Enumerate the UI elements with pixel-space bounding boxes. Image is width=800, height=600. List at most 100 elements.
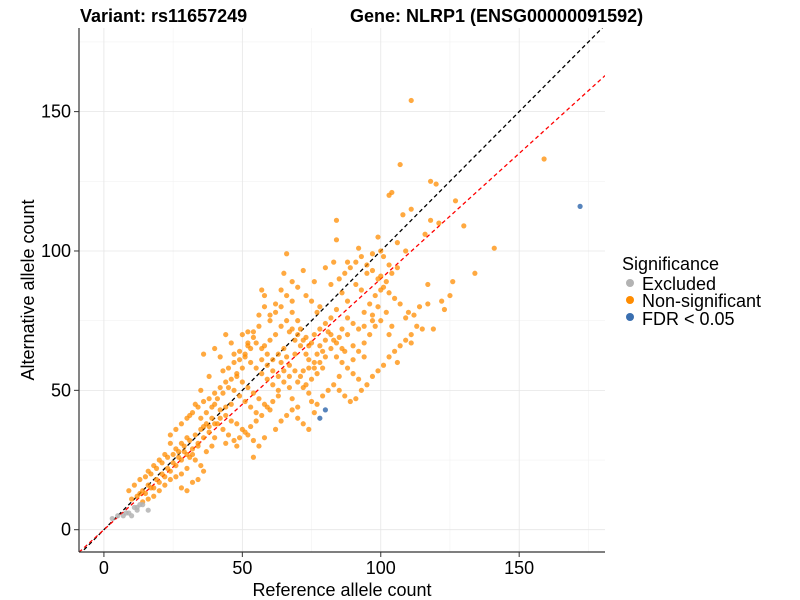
point-non-significant bbox=[392, 295, 398, 301]
point-non-significant bbox=[300, 267, 306, 274]
reference-line-fit bbox=[79, 75, 605, 552]
point-non-significant bbox=[256, 396, 262, 402]
point-non-significant bbox=[151, 493, 157, 499]
chart-title-gene: Gene: NLRP1 (ENSG00000091592) bbox=[350, 6, 643, 26]
point-non-significant bbox=[245, 384, 251, 391]
point-non-significant bbox=[314, 371, 320, 377]
point-non-significant bbox=[336, 373, 342, 380]
point-non-significant bbox=[295, 415, 301, 421]
point-non-significant bbox=[300, 368, 306, 374]
point-non-significant bbox=[137, 490, 143, 497]
point-non-significant bbox=[281, 368, 287, 374]
point-non-significant bbox=[347, 265, 353, 271]
point-non-significant bbox=[375, 276, 381, 282]
point-non-significant bbox=[378, 287, 384, 293]
point-non-significant bbox=[289, 298, 295, 304]
point-non-significant bbox=[256, 443, 262, 449]
point-non-significant bbox=[369, 312, 376, 318]
point-non-significant bbox=[192, 432, 198, 438]
point-non-significant bbox=[358, 287, 364, 293]
point-non-significant bbox=[342, 393, 348, 399]
point-non-significant bbox=[447, 292, 453, 299]
x-tick-label: 50 bbox=[232, 558, 252, 578]
point-non-significant bbox=[284, 318, 290, 324]
legend: Significance Excluded Non-significant FD… bbox=[622, 254, 761, 329]
point-non-significant bbox=[328, 345, 334, 352]
point-non-significant bbox=[303, 351, 309, 357]
point-non-significant bbox=[217, 384, 223, 391]
point-non-significant bbox=[414, 323, 420, 329]
point-non-significant bbox=[176, 454, 182, 460]
x-tick-label: 100 bbox=[366, 558, 396, 578]
point-non-significant bbox=[295, 379, 301, 385]
point-non-significant bbox=[286, 362, 292, 368]
point-non-significant bbox=[250, 454, 257, 460]
point-non-significant bbox=[386, 192, 392, 198]
point-non-significant bbox=[278, 323, 284, 329]
point-non-significant bbox=[225, 365, 232, 371]
point-non-significant bbox=[297, 343, 304, 349]
point-non-significant bbox=[162, 482, 168, 488]
point-non-significant bbox=[369, 318, 376, 324]
point-non-significant bbox=[261, 304, 268, 310]
point-non-significant bbox=[236, 435, 243, 441]
point-excluded bbox=[126, 510, 132, 516]
point-non-significant bbox=[306, 357, 312, 363]
point-non-significant bbox=[306, 390, 312, 396]
point-non-significant bbox=[333, 217, 340, 223]
point-non-significant bbox=[156, 457, 162, 463]
point-non-significant bbox=[333, 354, 340, 360]
point-excluded bbox=[145, 507, 151, 513]
grid bbox=[79, 28, 605, 552]
point-non-significant bbox=[164, 465, 171, 471]
point-non-significant bbox=[267, 312, 273, 318]
point-non-significant bbox=[212, 390, 218, 396]
point-non-significant bbox=[344, 315, 351, 321]
point-non-significant bbox=[353, 281, 359, 288]
point-non-significant bbox=[126, 488, 132, 494]
point-non-significant bbox=[234, 443, 240, 449]
point-non-significant bbox=[145, 496, 151, 502]
point-non-significant bbox=[239, 379, 245, 385]
point-non-significant bbox=[256, 323, 262, 329]
point-non-significant bbox=[333, 237, 340, 243]
point-non-significant bbox=[322, 320, 328, 327]
point-non-significant bbox=[184, 415, 190, 421]
point-non-significant bbox=[181, 449, 187, 455]
x-axis-label: Reference allele count bbox=[252, 580, 431, 600]
point-non-significant bbox=[333, 340, 340, 346]
point-non-significant bbox=[541, 156, 547, 162]
point-non-significant bbox=[375, 368, 381, 374]
point-non-significant bbox=[339, 326, 345, 332]
point-non-significant bbox=[325, 387, 331, 393]
point-non-significant bbox=[286, 373, 292, 380]
point-non-significant bbox=[303, 292, 309, 299]
point-non-significant bbox=[159, 471, 165, 477]
x-tick-label: 150 bbox=[504, 558, 534, 578]
point-non-significant bbox=[311, 279, 317, 285]
point-non-significant bbox=[430, 326, 436, 332]
point-non-significant bbox=[217, 415, 223, 421]
point-non-significant bbox=[331, 382, 337, 388]
point-non-significant bbox=[427, 217, 434, 223]
point-non-significant bbox=[311, 331, 317, 338]
point-non-significant bbox=[236, 357, 243, 363]
point-non-significant bbox=[369, 373, 376, 380]
point-non-significant bbox=[256, 312, 262, 318]
point-non-significant bbox=[408, 340, 414, 346]
legend-title: Significance bbox=[622, 254, 719, 274]
point-non-significant bbox=[192, 457, 198, 463]
point-non-significant bbox=[284, 354, 290, 360]
point-non-significant bbox=[250, 437, 257, 444]
point-non-significant bbox=[289, 279, 295, 285]
point-non-significant bbox=[427, 178, 434, 184]
point-non-significant bbox=[242, 351, 248, 357]
point-non-significant bbox=[436, 220, 442, 226]
point-non-significant bbox=[419, 326, 425, 332]
data-points bbox=[109, 97, 583, 522]
point-non-significant bbox=[397, 343, 403, 349]
point-non-significant bbox=[416, 304, 423, 310]
legend-marker-non-significant bbox=[626, 296, 634, 304]
point-non-significant bbox=[397, 301, 403, 307]
point-non-significant bbox=[378, 248, 384, 254]
